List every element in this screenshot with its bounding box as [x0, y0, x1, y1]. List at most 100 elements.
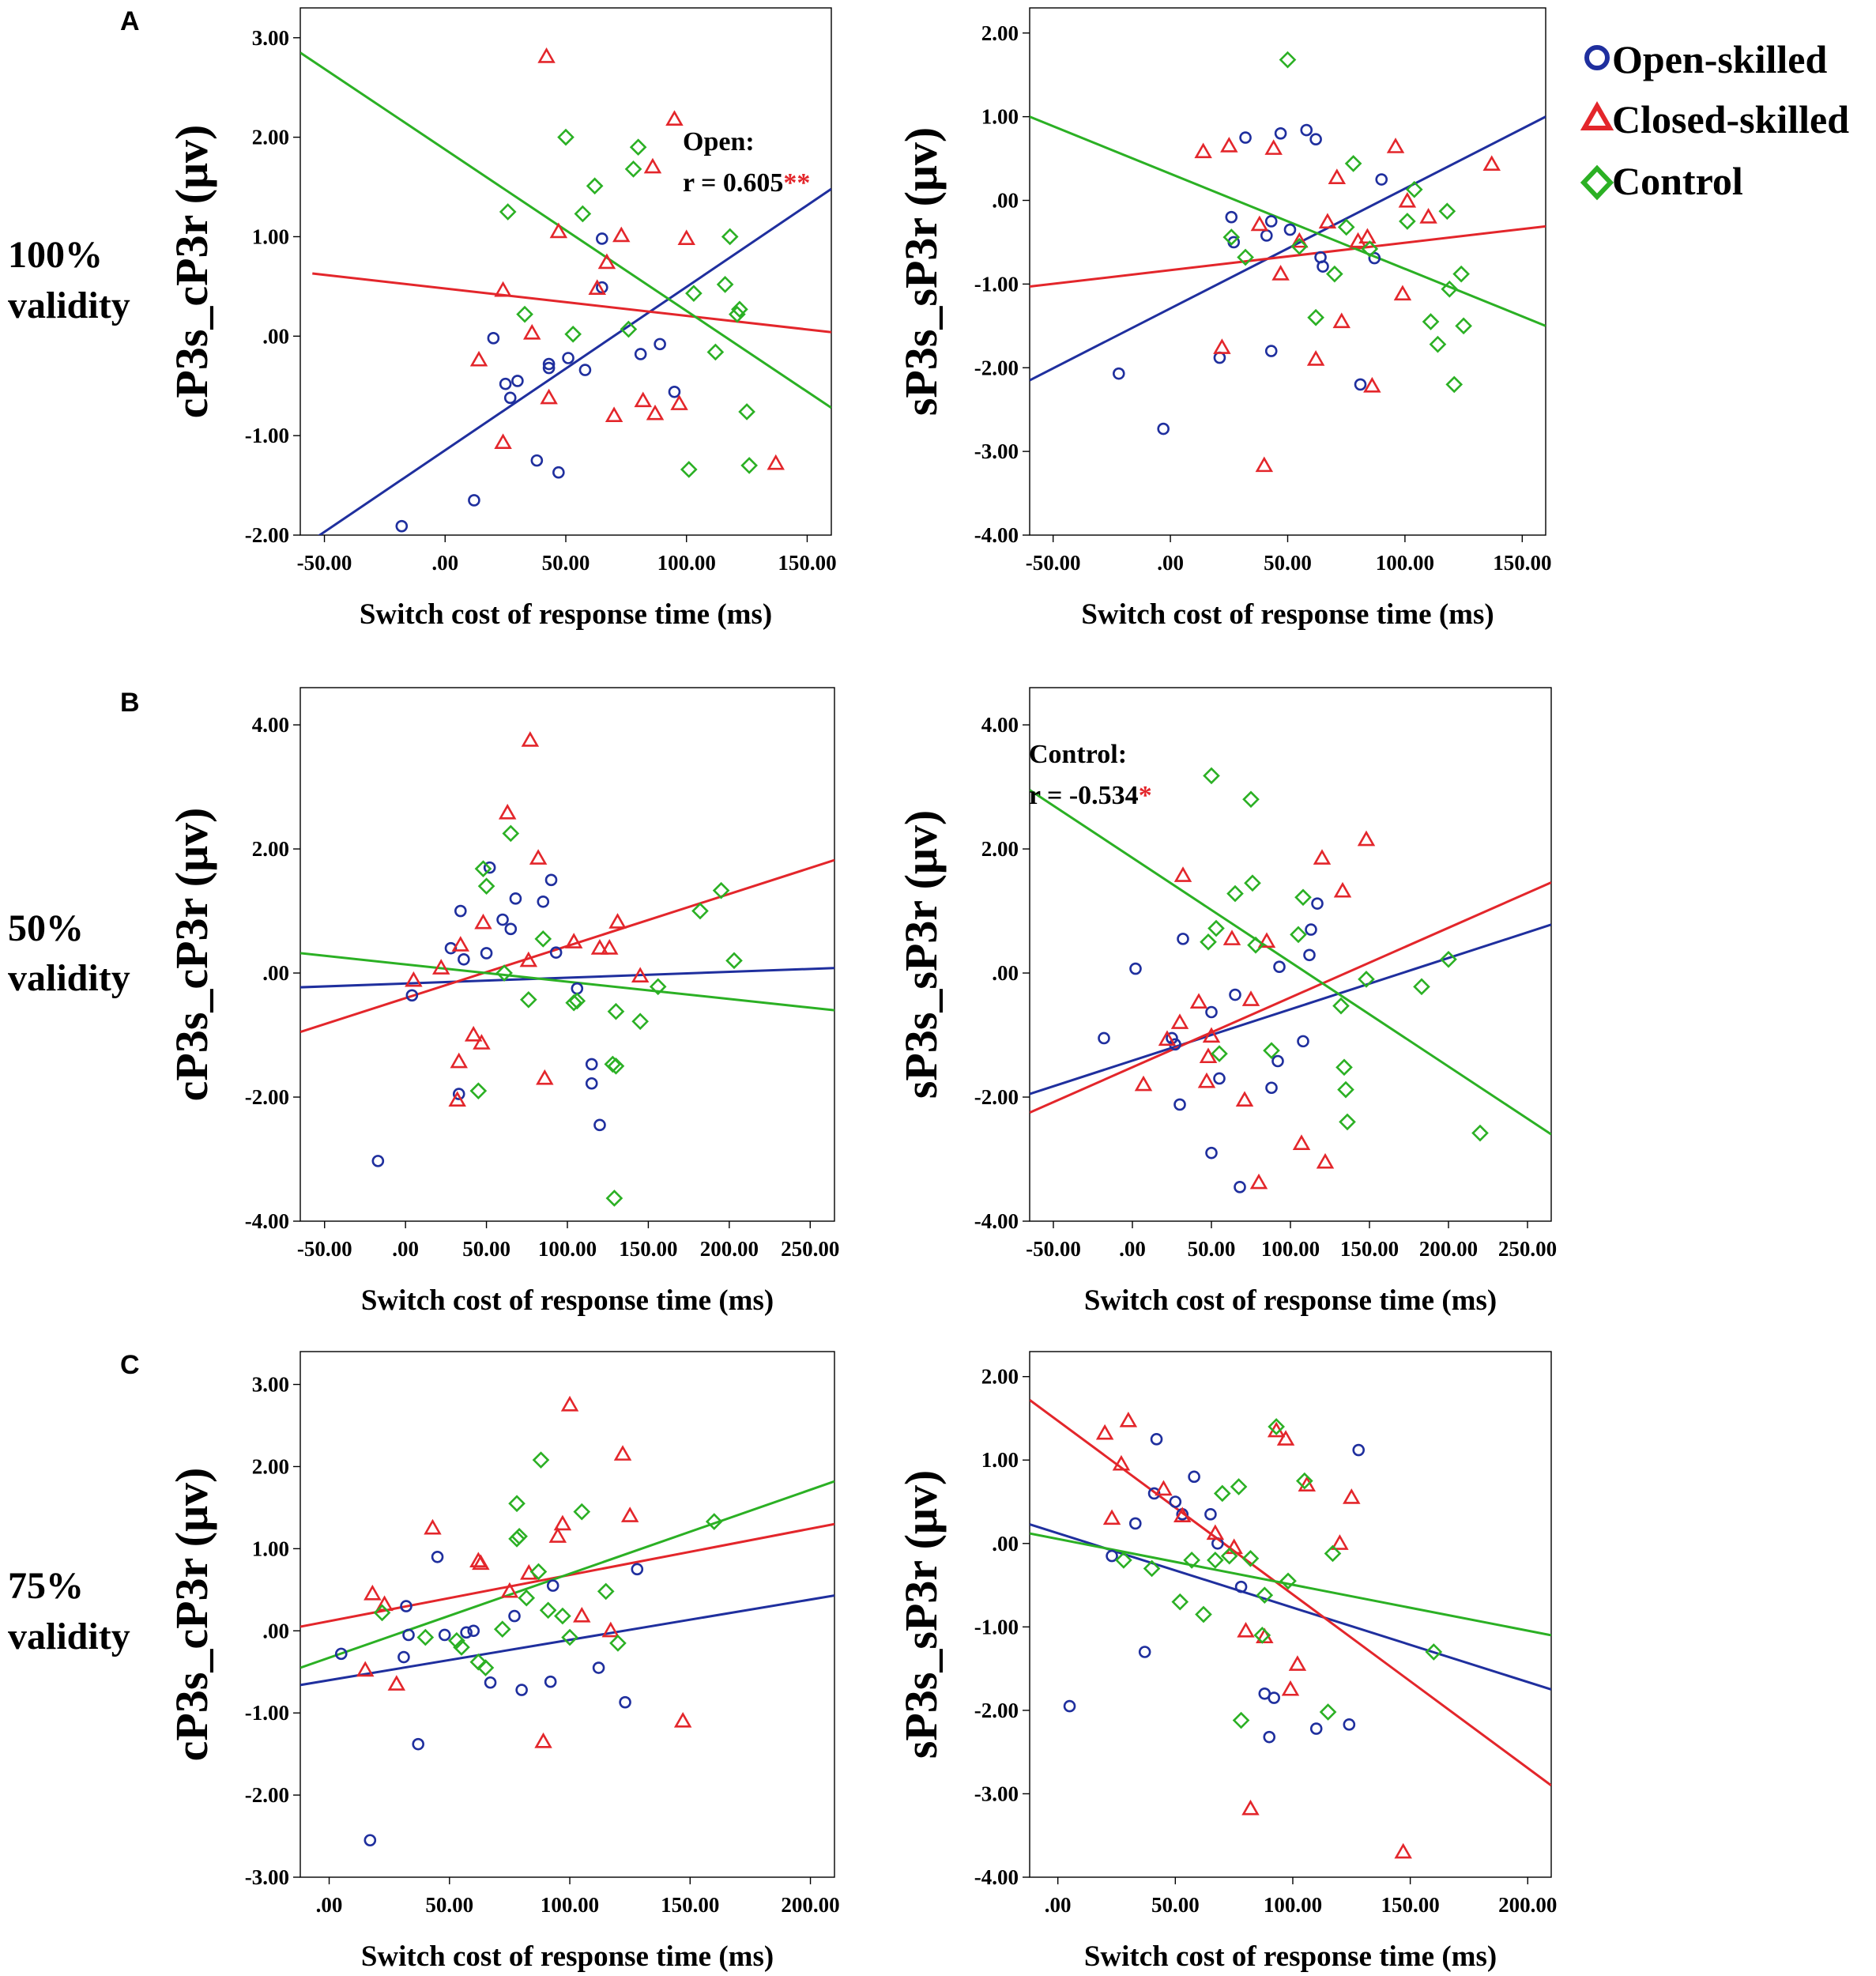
row-label-50-line2: validity — [8, 957, 130, 999]
data-point — [1129, 962, 1142, 975]
data-point — [596, 232, 608, 245]
legend: Open-skilled Closed-skilled Control — [1580, 37, 1849, 203]
x-axis-label: Switch cost of response time (ms) — [1084, 1284, 1497, 1317]
data-point — [590, 939, 609, 955]
y-tick-label: 1.00 — [981, 1448, 1019, 1472]
fit-line-closed-skilled — [1030, 881, 1551, 1114]
x-tick-label: 200.00 — [781, 1893, 839, 1917]
data-point — [1170, 1013, 1189, 1029]
x-tick-label: .00 — [1045, 1893, 1072, 1917]
fit-lines — [300, 51, 831, 535]
data-point — [1115, 1552, 1132, 1569]
series-closed-skilled — [356, 1395, 692, 1748]
fit-line-open-skilled — [1030, 1523, 1551, 1691]
data-point — [1194, 142, 1212, 159]
data-point — [1143, 1559, 1161, 1578]
data-point — [1393, 285, 1412, 301]
data-point — [1188, 1470, 1200, 1484]
data-point — [431, 1550, 444, 1563]
legend-closed-label: Closed-skilled — [1612, 97, 1849, 141]
x-tick-label: 50.00 — [1264, 551, 1312, 575]
data-point — [1335, 1058, 1353, 1077]
data-point — [573, 1503, 591, 1521]
data-point — [1166, 1031, 1178, 1045]
data-point — [1368, 251, 1381, 265]
data-point — [716, 276, 734, 293]
data-point — [1313, 849, 1332, 865]
x-tick-label: .00 — [392, 1237, 419, 1261]
data-point — [568, 992, 586, 1010]
data-point — [1158, 1030, 1177, 1046]
data-point — [431, 959, 450, 975]
data-point — [1237, 1621, 1255, 1638]
data-point — [561, 1628, 578, 1646]
series-open-skilled — [1098, 897, 1324, 1194]
y-tick-label: .00 — [992, 1532, 1019, 1556]
data-point — [1319, 1703, 1337, 1721]
data-point — [540, 388, 558, 405]
data-point — [1452, 265, 1470, 283]
data-point — [395, 519, 409, 533]
x-axis-label: Switch cost of response time (ms) — [361, 1284, 774, 1317]
data-point — [1173, 1507, 1192, 1522]
y-tick-label: .00 — [992, 189, 1019, 213]
y-tick-label: 1.00 — [981, 105, 1019, 129]
legend-open-marker — [1584, 45, 1610, 70]
y-tick-label: -2.00 — [974, 1085, 1019, 1109]
data-point — [1276, 1430, 1295, 1446]
y-tick-label: -2.00 — [974, 356, 1019, 379]
data-point — [364, 1834, 377, 1847]
data-point — [620, 1507, 639, 1522]
data-point — [453, 1638, 470, 1656]
annotation-open-stars: ** — [783, 168, 810, 198]
x-tick-label: 100.00 — [538, 1237, 597, 1261]
x-tick-label: 150.00 — [661, 1893, 719, 1917]
data-point — [499, 377, 512, 390]
fit-line-open-skilled — [317, 187, 831, 535]
series-closed-skilled — [1134, 830, 1376, 1190]
data-point — [519, 990, 537, 1009]
data-point — [469, 350, 488, 367]
plot-frame — [299, 7, 832, 536]
y-tick-label: -2.00 — [974, 1699, 1019, 1722]
data-point — [643, 157, 662, 174]
data-point — [1332, 312, 1351, 329]
data-point — [1307, 308, 1324, 326]
data-point — [613, 1445, 632, 1461]
data-point — [1333, 881, 1352, 898]
data-point — [1290, 232, 1309, 248]
data-point — [1241, 990, 1260, 1006]
y-axis-label: cP3s_cP3r (μv) — [166, 1468, 217, 1762]
y-tick-label: -2.00 — [245, 1783, 289, 1807]
data-point — [532, 1451, 550, 1469]
data-point — [450, 1052, 468, 1069]
data-point — [685, 285, 703, 303]
data-point — [1279, 51, 1297, 69]
data-point — [1173, 866, 1192, 882]
series-closed-skilled — [1194, 137, 1501, 473]
data-point — [573, 1606, 591, 1623]
data-point — [1343, 1488, 1361, 1504]
data-point — [400, 1600, 412, 1612]
data-point — [1226, 884, 1244, 903]
x-tick-label: 150.00 — [1381, 1893, 1439, 1917]
data-point — [387, 1675, 406, 1691]
data-point — [509, 892, 522, 905]
panel-b-right-sp3-50: -4.00 -2.00 .00 2.00 4.00 -50.00 .00 50.00 100.0… — [895, 687, 1557, 1317]
data-point — [1332, 997, 1350, 1015]
data-point — [405, 971, 423, 987]
data-point — [1290, 926, 1307, 944]
data-point — [508, 1495, 526, 1513]
data-point — [1204, 1508, 1217, 1521]
data-point — [1354, 378, 1367, 391]
data-point — [1283, 223, 1297, 236]
panel-a-right-sp3-100: -4.00 -3.00 -2.00 -1.00 .00 1.00 2.00 -50.00 .00… — [895, 7, 1551, 631]
data-point — [1309, 1722, 1323, 1735]
y-tick-label: 1.00 — [252, 224, 289, 248]
data-point — [474, 913, 492, 930]
y-tick-label: -4.00 — [974, 1865, 1019, 1889]
y-tick-label: .00 — [992, 961, 1019, 985]
data-point — [607, 1057, 625, 1075]
data-point — [1183, 1552, 1200, 1569]
data-point — [1247, 936, 1264, 954]
